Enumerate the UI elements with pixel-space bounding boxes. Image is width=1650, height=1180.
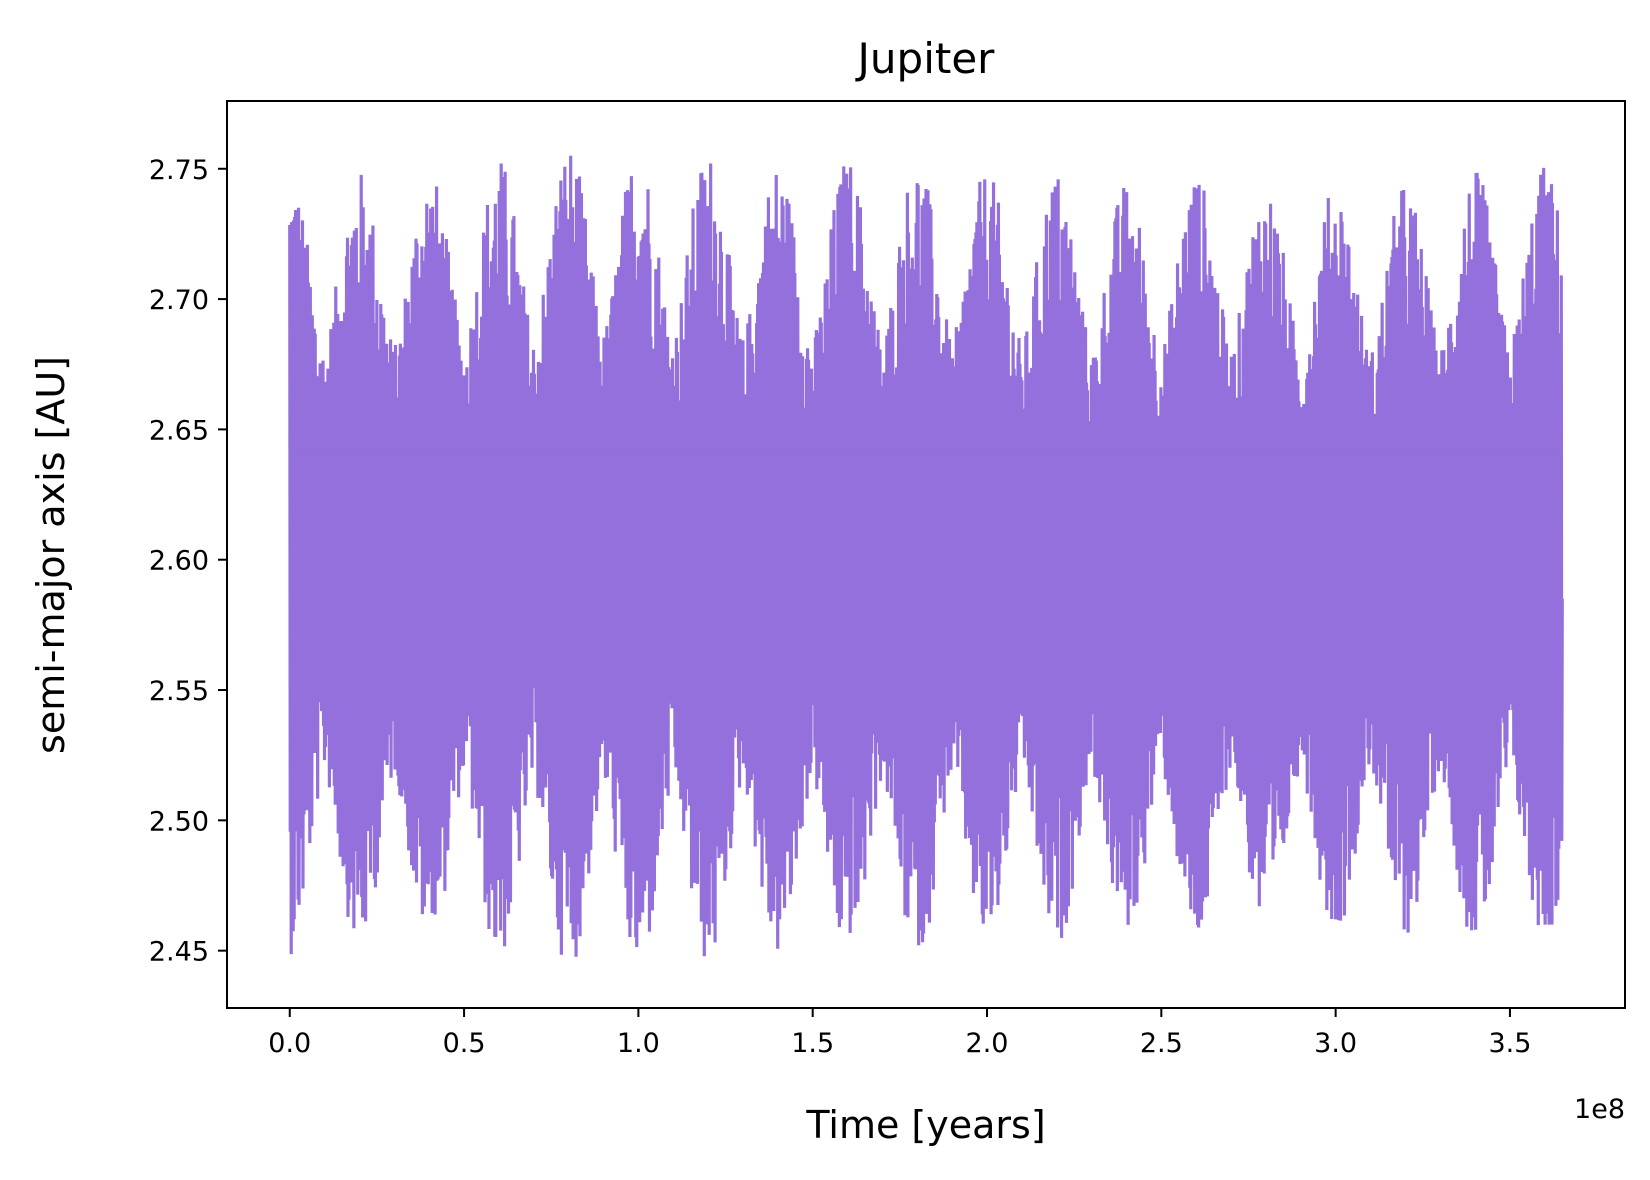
series-dense-core	[289, 455, 1563, 664]
x-tick-label: 3.5	[1488, 1028, 1531, 1059]
x-offset-label: 1e8	[1574, 1094, 1625, 1125]
x-tick-label: 2.5	[1140, 1028, 1183, 1059]
x-tick-label: 0.5	[443, 1028, 486, 1059]
x-tick-label: 2.0	[966, 1028, 1009, 1059]
x-tick-label: 1.5	[791, 1028, 834, 1059]
x-axis: 0.0 0.5 1.0 1.5 2.0 2.5 3.0 3.5	[268, 1008, 1531, 1059]
chart-title: Jupiter	[855, 34, 996, 83]
y-tick-label: 2.70	[149, 285, 209, 316]
x-tick-label: 0.0	[268, 1028, 311, 1059]
x-tick-label: 1.0	[617, 1028, 660, 1059]
x-tick-label: 3.0	[1314, 1028, 1357, 1059]
y-tick-label: 2.55	[149, 676, 209, 707]
y-tick-label: 2.75	[149, 155, 209, 186]
y-tick-label: 2.60	[149, 546, 209, 577]
y-axis-label: semi-major axis [AU]	[29, 356, 73, 754]
y-tick-label: 2.65	[149, 415, 209, 446]
y-tick-label: 2.50	[149, 806, 209, 837]
y-tick-label: 2.45	[149, 937, 209, 968]
x-axis-label: Time [years]	[805, 1103, 1045, 1147]
plot-frame	[226, 100, 1626, 1009]
y-axis: 2.45 2.50 2.55 2.60 2.65 2.70 2.75	[149, 155, 227, 968]
series-layer	[288, 155, 1564, 957]
